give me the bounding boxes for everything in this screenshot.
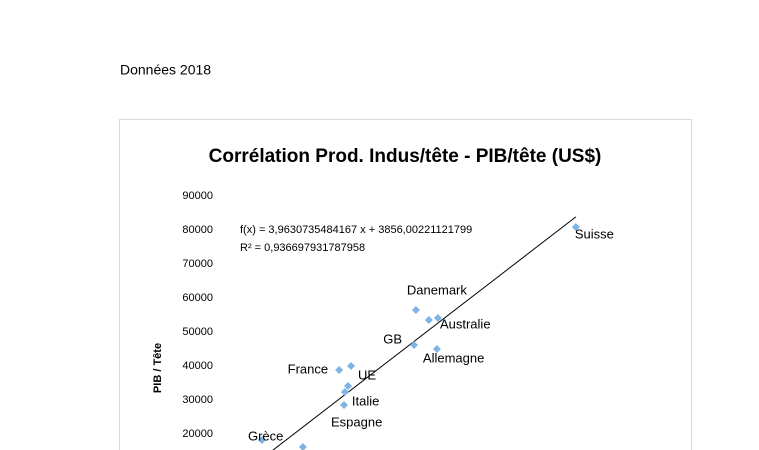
data-point [571,223,580,232]
y-tick-label: 50000 [182,326,213,338]
data-point [335,366,344,375]
point-label: Allemagne [423,350,484,365]
point-label: France [288,361,328,376]
point-label: UE [358,367,376,382]
data-point [344,381,353,390]
data-point [411,306,420,315]
data-point [347,362,356,370]
data-point [424,315,433,324]
header-text: Données 2018 [120,62,211,78]
data-point [340,400,349,409]
y-tick-label: 40000 [182,360,213,372]
data-point [432,345,441,353]
chart-title: Corrélation Prod. Indus/tête - PIB/tête … [209,146,602,167]
point-label: Danemark [407,282,467,297]
point-label: Espagne [331,414,382,429]
data-point [298,442,307,450]
y-tick-label: 70000 [182,258,213,270]
data-point [257,435,266,444]
y-tick-label: 30000 [182,394,213,406]
trendline-r2: R² = 0,936697931787958 [240,242,365,254]
point-label: Australie [440,316,491,331]
trendline-equation: f(x) = 3,9630735484167 x + 3856,00221121… [240,224,472,236]
point-label: Suisse [575,226,614,241]
point-label: Grèce [248,428,283,443]
point-label: Italie [352,393,379,408]
trendline [272,216,577,450]
y-axis-label: PIB / Tête [152,343,164,393]
chart-frame [119,119,692,450]
point-label: GB [383,331,402,346]
y-tick-label: 20000 [182,428,213,440]
data-point [340,388,349,397]
data-point [433,313,442,322]
y-tick-label: 90000 [182,190,213,202]
y-tick-label: 60000 [182,292,213,304]
y-tick-label: 80000 [182,224,213,236]
data-point [410,340,419,349]
